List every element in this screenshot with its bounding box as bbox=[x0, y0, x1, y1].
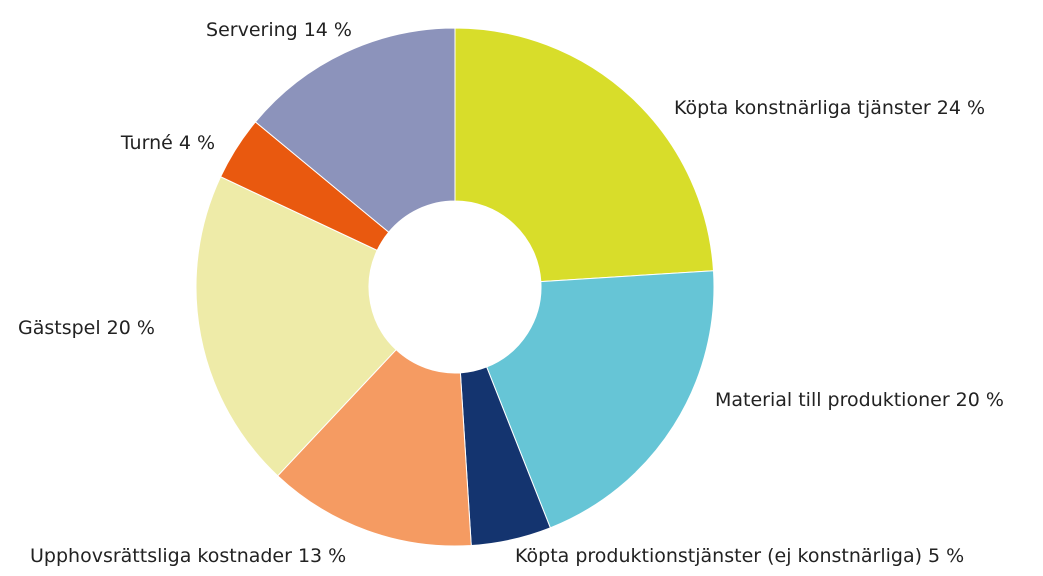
slice bbox=[195, 176, 397, 477]
category-label: Köpta produktionstjänster (ej konstnärli… bbox=[515, 545, 922, 567]
slice bbox=[254, 27, 456, 233]
value-label: 4 % bbox=[179, 132, 215, 154]
category-label: Servering bbox=[206, 19, 298, 41]
slice bbox=[486, 270, 715, 529]
slice-label: Upphovsrättsliga kostnader 13 % bbox=[30, 545, 346, 567]
slice-label: Köpta produktionstjänster (ej konstnärli… bbox=[515, 545, 964, 567]
category-label: Köpta konstnärliga tjänster bbox=[674, 97, 931, 119]
slice-label: Turné 4 % bbox=[120, 132, 215, 154]
value-label: 20 % bbox=[956, 389, 1004, 411]
value-label: 13 % bbox=[298, 545, 346, 567]
category-label: Turné bbox=[120, 132, 173, 154]
value-label: 20 % bbox=[107, 317, 155, 339]
category-label: Upphovsrättsliga kostnader bbox=[30, 545, 292, 567]
slice bbox=[454, 27, 715, 283]
value-label: 14 % bbox=[304, 19, 352, 41]
slice bbox=[276, 348, 472, 547]
slice-label: Servering 14 % bbox=[206, 19, 352, 41]
value-label: 5 % bbox=[928, 545, 964, 567]
slice-label: Gästspel 20 % bbox=[18, 317, 155, 339]
category-label: Gästspel bbox=[18, 317, 101, 339]
slice-label: Köpta konstnärliga tjänster 24 % bbox=[674, 97, 985, 119]
category-label: Material till produktioner bbox=[715, 389, 950, 411]
slice-label: Material till produktioner 20 % bbox=[715, 389, 1004, 411]
value-label: 24 % bbox=[937, 97, 985, 119]
